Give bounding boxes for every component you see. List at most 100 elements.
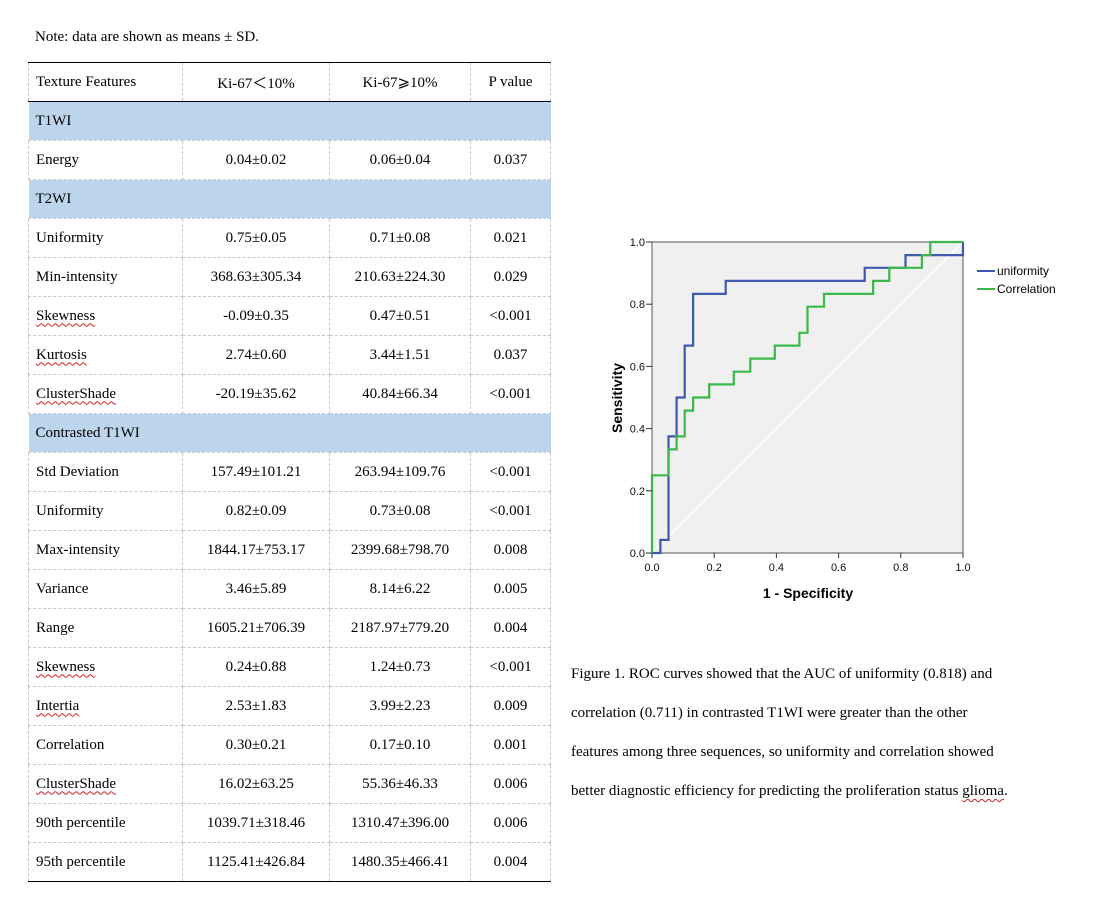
feature-name: ClusterShade (36, 385, 116, 402)
table-row: Std Deviation 157.49±101.21 263.94±109.76 <… (28, 452, 551, 492)
caption-text: better diagnostic efficiency for predict… (571, 783, 963, 799)
ki67-high-cell: 0.73±0.08 (329, 491, 471, 531)
y-tick-label: 0.8 (630, 299, 645, 311)
feature-cell: 90th percentile (28, 803, 183, 843)
table-row: 95th percentile 1125.41±426.84 1480.35±466… (28, 842, 551, 882)
roc-curve-correlation (650, 240, 963, 553)
p-value-cell: <0.001 (470, 452, 551, 492)
ki67-low-cell: -20.19±35.62 (182, 374, 330, 414)
feature-cell: Std Deviation (28, 452, 183, 492)
caption-line: correlation (0.711) in contrasted T1WI w… (571, 705, 968, 721)
legend-label: uniformity (997, 264, 1049, 278)
section-row: T1WI (28, 101, 551, 141)
y-axis-label: Sensitivity (609, 363, 625, 433)
ki67-low-cell: 1039.71±318.46 (182, 803, 330, 843)
ki67-low-cell: 1125.41±426.84 (182, 842, 330, 882)
y-tick-label: 0.4 (630, 424, 645, 436)
feature-cell: ClusterShade (28, 764, 183, 804)
x-tick-label: 1.0 (955, 562, 970, 574)
reference-line (651, 241, 964, 554)
ki67-low-cell: 2.53±1.83 (182, 686, 330, 726)
table-row: Kurtosis 2.74±0.60 3.44±1.51 0.037 (28, 335, 551, 375)
table-row: Skewness -0.09±0.35 0.47±0.51 <0.001 (28, 296, 551, 336)
ki67-high-cell: 40.84±66.34 (329, 374, 471, 414)
table-row: Variance 3.46±5.89 8.14±6.22 0.005 (28, 569, 551, 609)
ki67-low-cell: 1844.17±753.17 (182, 530, 330, 570)
y-tick-label: 0.6 (630, 361, 645, 373)
table-row: Range 1605.21±706.39 2187.97±779.20 0.004 (28, 608, 551, 648)
ki67-high-cell: 0.17±0.10 (329, 725, 471, 765)
feature-cell: Energy (28, 140, 183, 180)
feature-cell: Uniformity (28, 218, 183, 258)
table-row: Skewness 0.24±0.88 1.24±0.73 <0.001 (28, 647, 551, 687)
table-row: Intertia 2.53±1.83 3.99±2.23 0.009 (28, 686, 551, 726)
ki67-low-cell: 3.46±5.89 (182, 569, 330, 609)
section-label: Contrasted T1WI (28, 413, 551, 453)
ki67-high-cell: 263.94±109.76 (329, 452, 471, 492)
feature-cell: Skewness (28, 647, 183, 687)
table-row: 90th percentile 1039.71±318.46 1310.47±396… (28, 803, 551, 843)
feature-cell: Correlation (28, 725, 183, 765)
p-value-cell: 0.021 (470, 218, 551, 258)
p-value-cell: 0.008 (470, 530, 551, 570)
table-header-row: Texture Features Ki-67＜10% Ki-67⩾10% P v… (28, 62, 551, 102)
p-value-cell: 0.037 (470, 140, 551, 180)
p-value-cell: 0.004 (470, 842, 551, 882)
ki67-high-cell: 3.99±2.23 (329, 686, 471, 726)
x-tick-label: 0.8 (893, 562, 908, 574)
texture-features-table: Texture Features Ki-67＜10% Ki-67⩾10% P v… (28, 62, 551, 882)
feature-cell: Min-intensity (28, 257, 183, 297)
ki67-high-cell: 8.14±6.22 (329, 569, 471, 609)
ki67-high-cell: 55.36±46.33 (329, 764, 471, 804)
x-tick-label: 0.6 (831, 562, 846, 574)
p-value-cell: 0.005 (470, 569, 551, 609)
feature-cell: Max-intensity (28, 530, 183, 570)
table-row: Max-intensity 1844.17±753.17 2399.68±798.7… (28, 530, 551, 570)
x-tick-label: 0.0 (644, 562, 659, 574)
ki67-low-cell: 16.02±63.25 (182, 764, 330, 804)
feature-cell: Skewness (28, 296, 183, 336)
feature-name: Skewness (36, 658, 96, 675)
table-row: Uniformity 0.82±0.09 0.73±0.08 <0.001 (28, 491, 551, 531)
header-p-value: P value (470, 62, 551, 102)
caption-flagged-word: glioma (962, 783, 1004, 799)
table-row: ClusterShade 16.02±63.25 55.36±46.33 0.006 (28, 764, 551, 804)
ki67-low-cell: 0.30±0.21 (182, 725, 330, 765)
feature-cell: Range (28, 608, 183, 648)
ki67-high-cell: 2399.68±798.70 (329, 530, 471, 570)
p-value-cell: 0.037 (470, 335, 551, 375)
table-row: Min-intensity 368.63±305.34 210.63±224.30 0… (28, 257, 551, 297)
feature-cell: Uniformity (28, 491, 183, 531)
feature-name: Kurtosis (36, 346, 87, 363)
ki67-high-cell: 1310.47±396.00 (329, 803, 471, 843)
table-row: Uniformity 0.75±0.05 0.71±0.08 0.021 (28, 218, 551, 258)
p-value-cell: <0.001 (470, 491, 551, 531)
x-axis-label: 1 - Specificity (763, 585, 853, 601)
y-tick-label: 1.0 (630, 237, 645, 249)
caption-line: features among three sequences, so unifo… (571, 744, 994, 760)
p-value-cell: 0.006 (470, 764, 551, 804)
ki67-high-cell: 0.71±0.08 (329, 218, 471, 258)
section-label: T2WI (28, 179, 551, 219)
ki67-low-cell: 2.74±0.60 (182, 335, 330, 375)
ki67-high-cell: 3.44±1.51 (329, 335, 471, 375)
ki67-high-cell: 0.06±0.04 (329, 140, 471, 180)
ki67-low-cell: 0.24±0.88 (182, 647, 330, 687)
legend-label: Correlation (997, 282, 1056, 296)
feature-cell: 95th percentile (28, 842, 183, 882)
p-value-cell: 0.001 (470, 725, 551, 765)
feature-name: Intertia (36, 697, 80, 714)
p-value-cell: 0.004 (470, 608, 551, 648)
figure-caption: Figure 1. ROC curves showed that the AUC… (571, 655, 1091, 811)
ki67-low-cell: -0.09±0.35 (182, 296, 330, 336)
section-label: T1WI (28, 101, 551, 141)
section-row: T2WI (28, 179, 551, 219)
table-note: Note: data are shown as means ± SD. (35, 29, 260, 45)
header-ki67-low: Ki-67＜10% (182, 62, 330, 102)
y-tick-label: 0.2 (630, 486, 645, 498)
caption-line: better diagnostic efficiency for predict… (571, 772, 1091, 811)
x-tick-label: 0.4 (769, 562, 784, 574)
caption-line: Figure 1. ROC curves showed that the AUC… (571, 666, 993, 682)
caption-text: . (1003, 783, 1008, 799)
feature-name: Skewness (36, 307, 96, 324)
